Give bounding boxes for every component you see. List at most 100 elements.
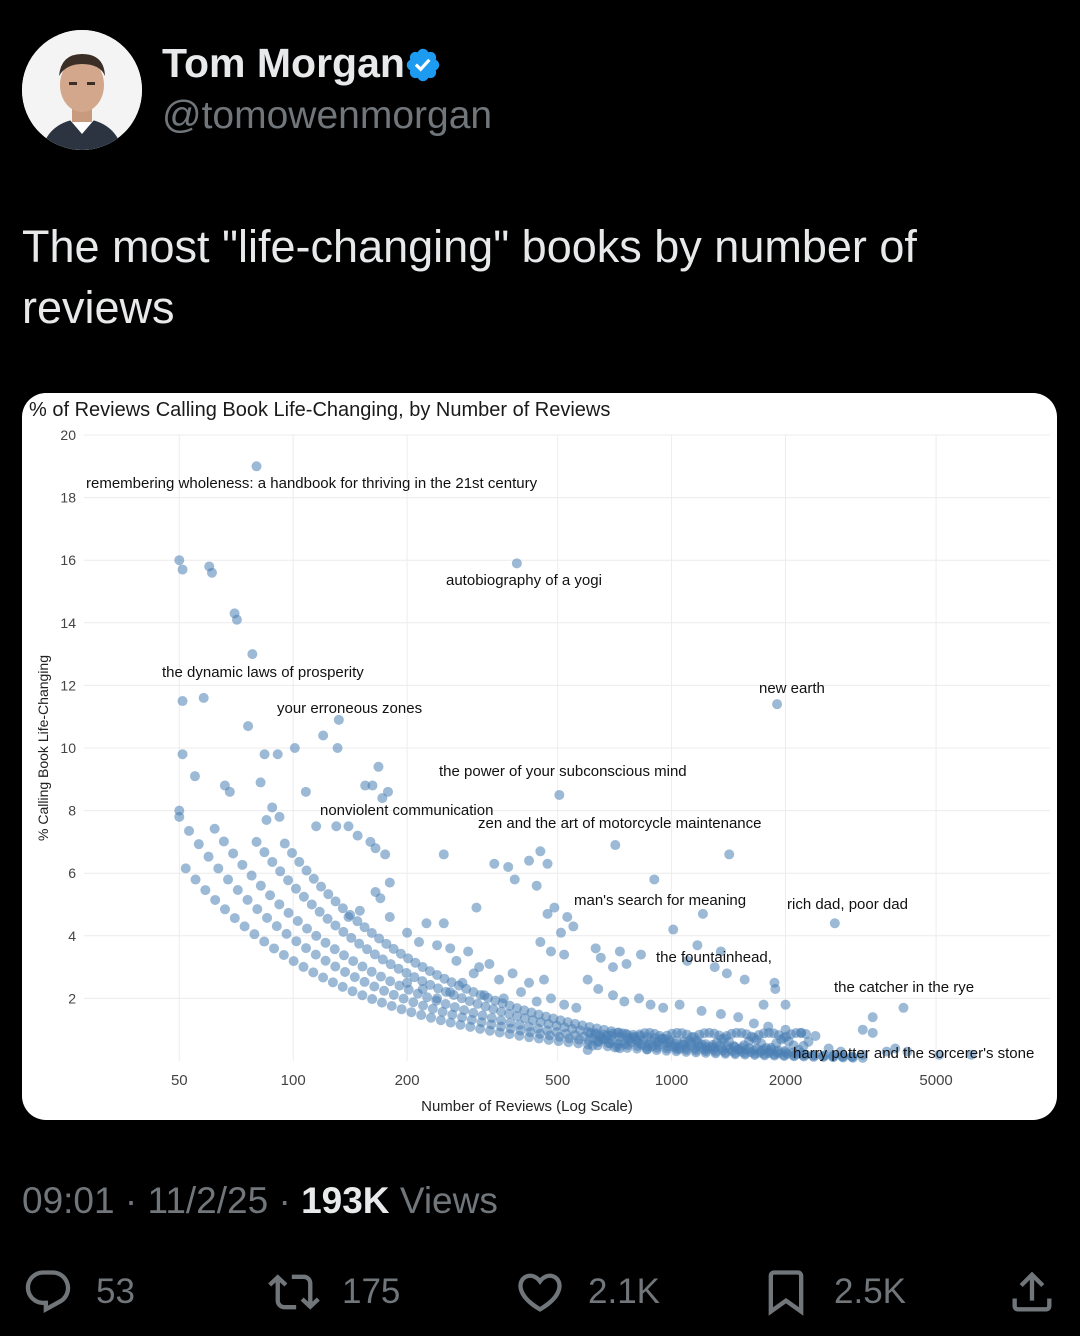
y-tick-label: 18 <box>60 490 76 506</box>
data-point <box>291 936 302 947</box>
separator: · <box>114 1180 148 1221</box>
data-point <box>323 889 334 900</box>
data-point <box>468 968 479 979</box>
data-point <box>770 984 781 995</box>
data-point <box>590 943 601 954</box>
reply-count: 53 <box>96 1272 135 1311</box>
bookmark-button[interactable]: 2.5K <box>760 1262 906 1322</box>
data-point <box>219 904 230 915</box>
data-point <box>290 883 301 894</box>
data-point <box>269 943 280 954</box>
data-point <box>445 987 456 998</box>
data-point <box>373 761 384 772</box>
y-tick-label: 4 <box>68 928 76 944</box>
data-point <box>384 877 395 888</box>
data-point <box>316 881 327 892</box>
tweet-time[interactable]: 09:01 <box>22 1180 115 1221</box>
data-point <box>298 891 309 902</box>
data-point <box>338 950 349 961</box>
data-point <box>243 721 254 732</box>
data-point <box>417 962 428 973</box>
data-point <box>370 843 381 854</box>
data-point <box>410 957 421 968</box>
data-point <box>395 948 406 959</box>
data-point <box>213 863 224 874</box>
data-point <box>682 955 693 966</box>
author-name[interactable]: Tom Morgan <box>162 40 405 86</box>
point-label: the dynamic laws of prosperity <box>162 664 364 681</box>
data-point <box>409 972 420 983</box>
data-point <box>503 861 514 872</box>
chart-image[interactable]: 2 4 6 8 10 12 14 16 18 20 50 100 200 500 1000 2000 5000 N… <box>22 393 1057 1120</box>
data-point <box>330 961 341 972</box>
author-handle[interactable]: @tomowenmorgan <box>162 94 493 137</box>
data-point <box>542 858 553 869</box>
x-tick-label: 100 <box>281 1072 306 1089</box>
repost-button[interactable]: 175 <box>268 1262 400 1322</box>
data-point <box>174 805 185 816</box>
data-point <box>271 921 282 932</box>
data-point <box>533 1033 544 1044</box>
data-point <box>287 847 298 858</box>
data-point <box>265 890 276 901</box>
data-point <box>468 1007 479 1018</box>
data-point <box>330 896 341 907</box>
data-point <box>251 461 262 472</box>
point-labels: remembering wholeness: a handbook for th… <box>86 475 1034 1062</box>
x-tick-label: 200 <box>395 1072 420 1089</box>
data-point <box>498 993 509 1004</box>
data-point <box>255 880 266 891</box>
data-point <box>512 1011 523 1022</box>
data-point <box>455 1019 466 1030</box>
data-point <box>289 743 300 753</box>
data-point <box>267 856 278 867</box>
data-point <box>582 974 593 985</box>
share-button[interactable] <box>1006 1262 1058 1322</box>
data-point <box>354 938 365 949</box>
data-point <box>228 848 239 859</box>
data-point <box>343 821 354 832</box>
data-point <box>715 1009 726 1020</box>
data-point <box>206 567 217 578</box>
data-point <box>418 1000 429 1011</box>
y-tick-label: 2 <box>68 990 76 1006</box>
data-point <box>292 915 303 926</box>
data-point <box>496 1015 507 1026</box>
bookmark-count: 2.5K <box>834 1272 906 1311</box>
data-point <box>823 1043 834 1054</box>
data-point <box>867 1012 878 1023</box>
data-point <box>674 999 685 1010</box>
y-tick-label: 10 <box>60 740 76 756</box>
data-point <box>267 802 278 813</box>
reply-button[interactable]: 53 <box>22 1262 135 1322</box>
y-tick-label: 20 <box>60 427 76 443</box>
data-point <box>259 847 270 858</box>
data-point <box>475 1023 486 1034</box>
data-point <box>531 880 542 891</box>
data-point <box>514 1030 525 1041</box>
data-point <box>347 986 358 997</box>
data-point <box>437 1006 448 1017</box>
avatar[interactable] <box>22 30 142 150</box>
data-point <box>381 938 392 949</box>
data-point <box>406 1007 417 1018</box>
data-point <box>302 923 313 934</box>
like-count: 2.1K <box>588 1272 660 1311</box>
data-point <box>367 994 378 1005</box>
data-point <box>249 929 260 940</box>
tweet-date[interactable]: 11/2/25 <box>147 1180 269 1221</box>
data-point <box>480 1001 491 1012</box>
data-point <box>607 990 618 1001</box>
data-point <box>388 943 399 954</box>
like-button[interactable]: 2.1K <box>514 1262 660 1322</box>
data-point <box>554 789 565 800</box>
repost-count: 175 <box>342 1272 401 1311</box>
data-point <box>445 1017 456 1028</box>
verified-badge-icon <box>404 46 442 84</box>
data-point <box>224 786 235 797</box>
data-point <box>393 963 404 974</box>
data-point <box>571 1002 582 1013</box>
data-point <box>607 962 618 973</box>
data-point <box>218 836 229 847</box>
chart-title: % of Reviews Calling Book Life-Changing,… <box>29 399 611 421</box>
